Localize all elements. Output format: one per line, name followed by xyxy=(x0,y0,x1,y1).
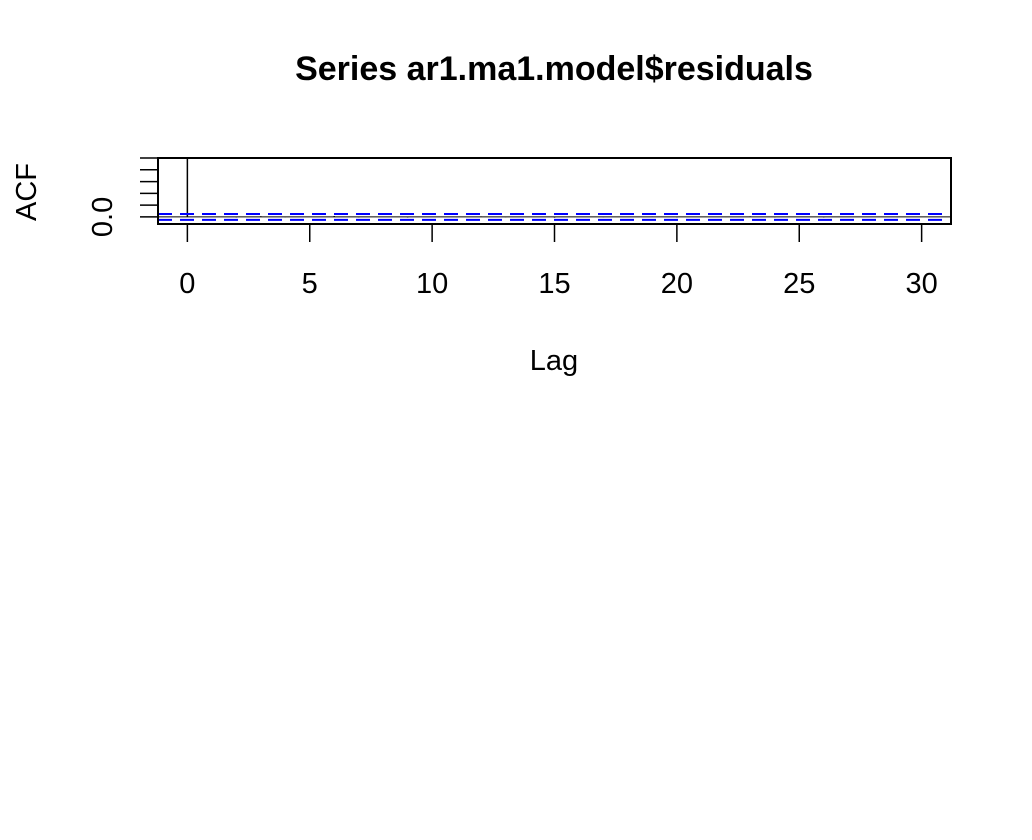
y-axis: 0.0 xyxy=(87,157,159,237)
x-tick-label: 0 xyxy=(179,268,195,300)
confidence-bands xyxy=(158,212,951,221)
x-tick-label: 30 xyxy=(905,268,937,300)
y-tick-label: 0.0 xyxy=(87,197,119,237)
x-axis-label: Lag xyxy=(530,345,578,377)
x-tick-label: 20 xyxy=(661,268,693,300)
x-tick-label: 25 xyxy=(783,268,815,300)
acf-bars xyxy=(158,158,951,218)
chart-title: Series ar1.ma1.model$residuals xyxy=(295,50,813,88)
x-axis: 0 5 10 15 20 25 30 xyxy=(179,224,938,300)
x-tick-label: 10 xyxy=(416,268,448,300)
y-axis-label: ACF xyxy=(11,163,43,221)
x-tick-label: 5 xyxy=(302,268,318,300)
x-tick-label: 15 xyxy=(538,268,570,300)
